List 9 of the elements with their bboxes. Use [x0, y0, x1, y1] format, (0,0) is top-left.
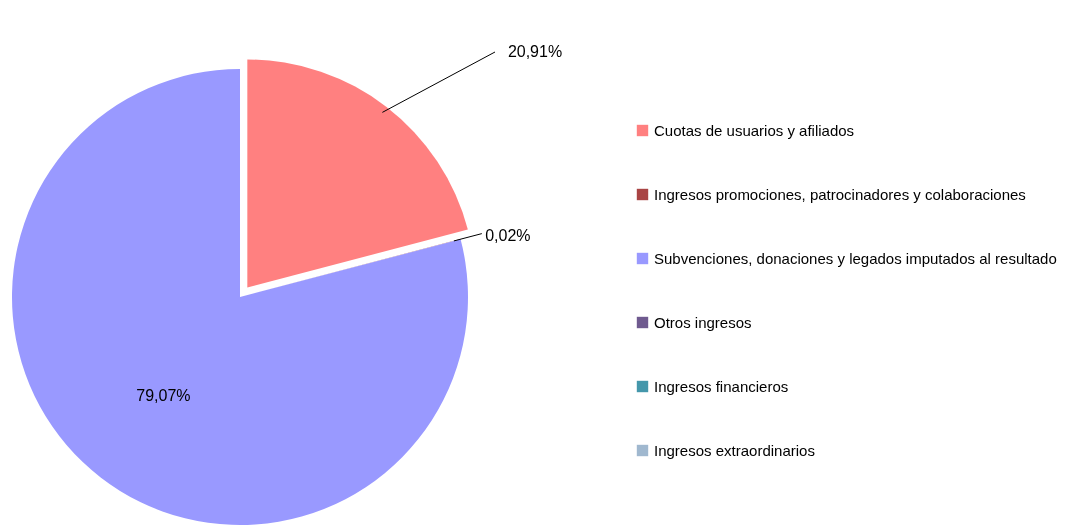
data-label: 79,07% — [136, 387, 191, 405]
legend-label: Ingresos promociones, patrocinadores y colaboraciones — [654, 185, 1026, 203]
data-label: 20,91% — [507, 43, 563, 60]
legend-label: Cuotas de usuarios y afiliados — [654, 121, 855, 139]
data-label: 0,02% — [485, 226, 531, 244]
legend-label: Ingresos extraordinarios — [654, 441, 815, 459]
legend-label: Subvenciones, donaciones y legados imputados al resultado — [654, 249, 1057, 267]
legend-label: Otros ingresos — [654, 313, 752, 331]
legend-label: Ingresos financieros — [654, 377, 789, 395]
